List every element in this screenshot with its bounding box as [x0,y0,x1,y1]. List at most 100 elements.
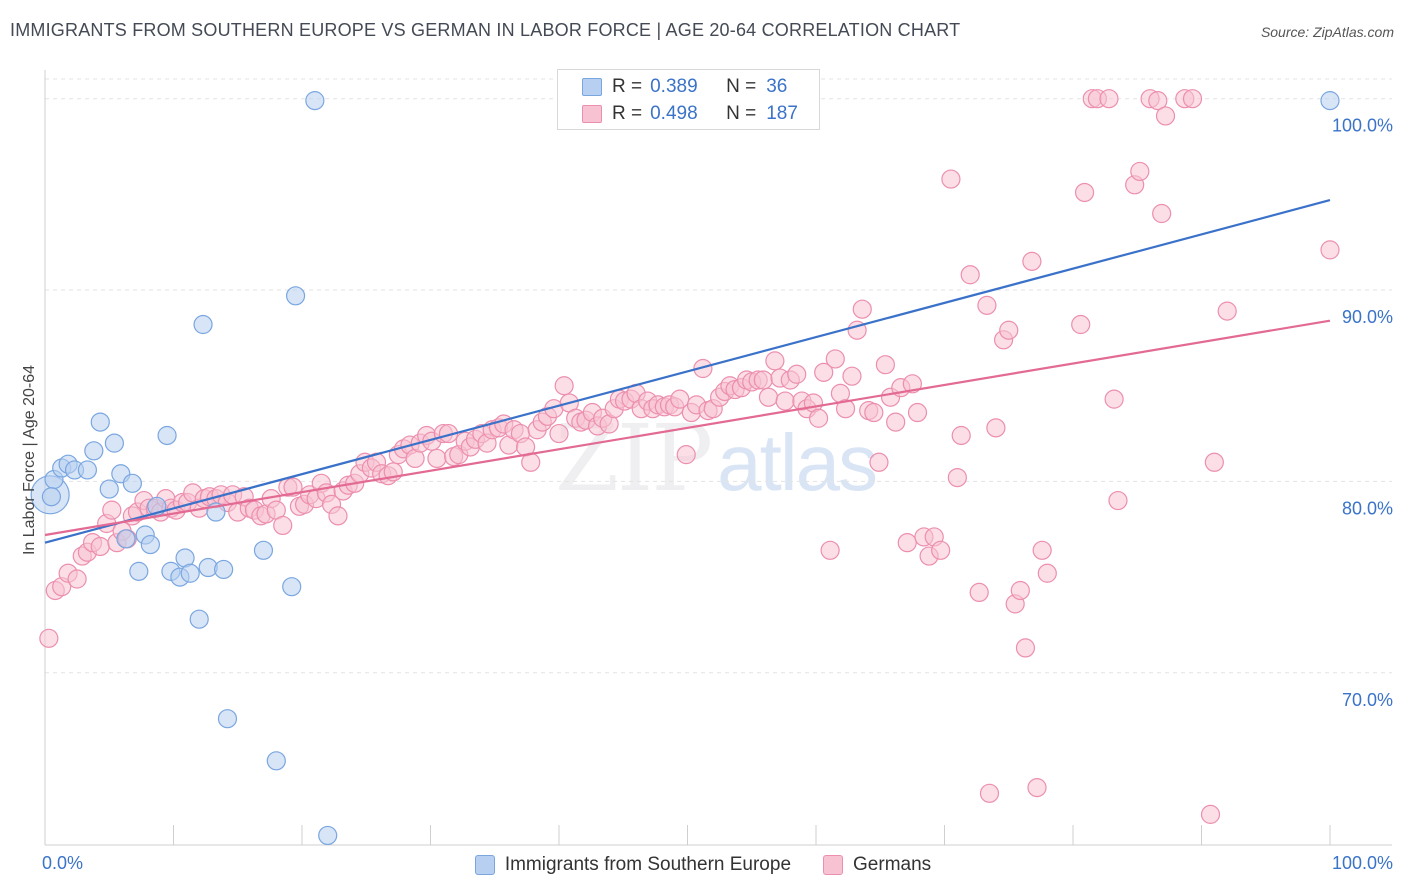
germans-point [999,320,1019,340]
legend-r-value-blue: 0.389 [650,76,698,97]
germans-point [902,374,922,394]
germans-point [825,349,845,369]
southern-europe-point [122,473,142,493]
source-credit: Source: ZipAtlas.com [1260,24,1394,40]
germans-point [960,265,980,285]
germans-point [1182,89,1203,109]
germans-point [787,364,807,384]
southern-europe-point [189,609,209,629]
stats-legend: R = 0.389 N = 36 R = 0.498 N = 187 [557,69,820,130]
germans-point [1074,182,1095,203]
germans-point [693,358,713,379]
southern-europe-point [214,559,234,580]
y-tick-label: 100.0% [1332,116,1393,136]
germans-point [1204,452,1224,472]
germans-point [852,299,872,319]
germans-point [283,477,303,497]
germans-point [869,452,889,472]
legend-swatch-pink [582,105,602,123]
germans-point [549,423,569,444]
legend-r-label: R = [612,76,643,97]
legend-r-label: R = [612,103,643,124]
germans-point [1032,540,1052,560]
legend-label-germans: Germans [853,854,932,875]
germans-point [907,402,928,423]
legend-row-germans: R = 0.498 N = 187 [582,101,798,127]
germans-point [1320,240,1340,260]
germans-point [875,355,895,375]
southern-europe-point [90,412,110,432]
germans-point [835,399,856,419]
x-tick-label: 100.0% [1332,853,1393,873]
germans-point [1104,389,1124,409]
germans-point [979,783,1000,803]
southern-europe-point [129,561,149,581]
germans-point [1200,804,1221,824]
axes [44,70,1392,846]
southern-europe-point [99,479,119,499]
germans-point [808,408,829,428]
germans-point [969,582,989,603]
southern-europe-point [285,286,306,306]
legend-swatch-pink [823,855,844,875]
southern-europe-point [217,709,238,729]
germans-trend-line [44,319,1331,537]
germans-point [1148,91,1168,111]
legend-r-value-pink: 0.498 [650,103,698,124]
legend-n-value-pink: 187 [766,103,798,124]
germans-point [941,169,961,189]
germans-point [753,370,773,390]
southern-europe-point [41,487,62,507]
grid-lines [45,78,1392,674]
southern-europe-point [253,540,274,560]
southern-europe-point [140,534,160,555]
germans-point [670,389,690,409]
germans-point [758,387,779,407]
legend-swatch-blue [582,78,602,96]
series-legend: Immigrants from Southern Europe Germans [0,851,1406,879]
germans-point [102,500,122,520]
southern-europe-point [266,751,286,771]
germans-point [951,425,971,446]
watermark-atlas: atlas [717,418,878,507]
legend-n-label: N = [726,76,757,97]
germans-point [273,515,293,536]
southern-europe-point [104,433,124,453]
germans-point [775,391,795,411]
legend-n-label: N = [726,103,757,124]
trend-lines [44,199,1331,544]
legend-row-southern-europe: R = 0.389 N = 36 [582,74,787,100]
x-tick-label: 0.0% [42,853,83,873]
germans-point [39,628,59,648]
germans-point [67,569,87,589]
germans-point [1099,89,1119,109]
germans-point [1108,490,1128,511]
germans-point [864,402,884,423]
chart-title: IMMIGRANTS FROM SOUTHERN EUROPE VS GERMA… [10,20,961,40]
southern-europe-trend-line [44,199,1331,544]
southern-europe-point [1320,91,1340,111]
germans-point [676,445,696,465]
germans-point [1130,161,1150,182]
southern-europe-point [180,563,200,583]
southern-europe-point [157,425,177,446]
legend-item-germans[interactable]: Germans [823,854,931,876]
legend-item-southern-europe[interactable]: Immigrants from Southern Europe [474,854,792,876]
germans-point [1027,777,1047,798]
germans-point [1217,301,1237,321]
germans-point [1022,251,1042,271]
tick-labels: 70.0% 80.0% 90.0% 100.0% 0.0% 100.0% [42,116,1393,873]
southern-europe-point [193,314,213,335]
y-axis-label: In Labor Force | Age 20-64 [21,364,38,556]
y-tick-label: 90.0% [1342,307,1393,327]
germans-point [820,540,840,560]
germans-point [328,506,348,526]
germans-point [977,295,997,315]
southern-europe-point [77,460,98,480]
germans-point [427,448,447,469]
legend-n-value-blue: 36 [766,76,788,97]
germans-point [1071,314,1091,335]
y-tick-label: 80.0% [1342,498,1393,518]
legend-label-southern-europe: Immigrants from Southern Europe [504,854,792,875]
y-tick-label: 70.0% [1342,690,1393,710]
